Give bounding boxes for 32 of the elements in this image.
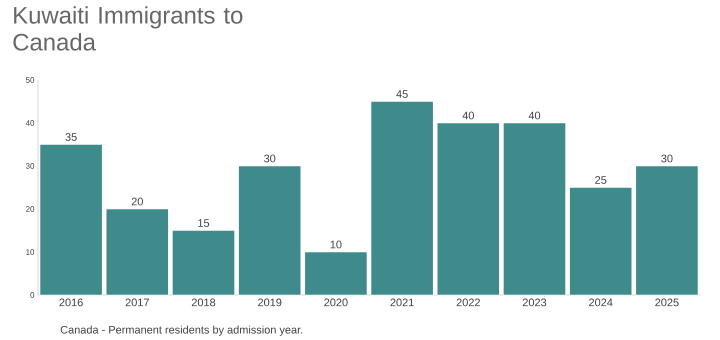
text: Canada - Permanent residents by admission year. [60,326,302,336]
data-label: 40 [462,112,474,120]
bar [436,122,500,296]
bar [569,187,632,296]
x-tick-label: 2020 [324,298,348,306]
x-tick-label: 2025 [655,298,679,306]
x-tick-label: 2022 [456,298,480,306]
chart-title: Kuwaiti Immigrants to Canada [13,6,242,51]
data-label: 25 [595,176,606,184]
data-label: 45 [396,90,408,98]
bar [106,208,169,296]
data-label: 10 [330,240,342,248]
bar [503,122,566,296]
bar [304,252,368,296]
data-label: 35 [65,133,77,141]
data-label: 40 [528,112,540,120]
bar [40,144,103,296]
data-label: 20 [132,198,143,206]
data-label: 30 [661,154,673,162]
bar [370,101,434,296]
x-tick-label: 2021 [390,298,414,306]
bar [172,230,235,296]
x-tick-label: 2024 [589,298,613,306]
data-label: 30 [264,154,276,162]
bar [238,166,302,296]
x-tick-label: 2019 [258,298,282,306]
bar [635,166,698,296]
x-tick-label: 2018 [192,298,216,306]
x-tick-label: 2023 [522,298,546,306]
data-label: 15 [198,219,210,227]
x-tick-label: 2017 [126,298,149,306]
x-tick-label: 2016 [59,298,83,306]
